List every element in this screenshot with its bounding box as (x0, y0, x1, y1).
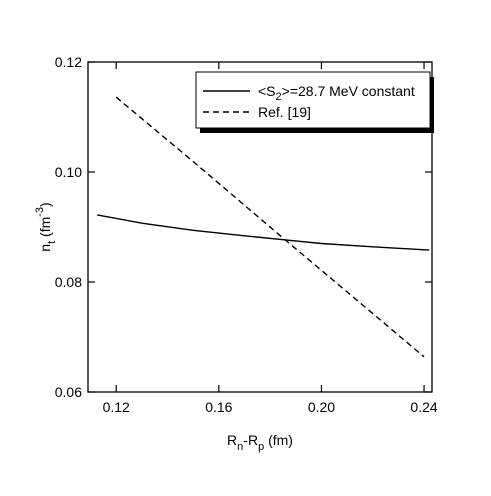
label-part: -R (243, 432, 258, 448)
x-tick-label: 0.16 (205, 399, 232, 415)
label-part: >=28.7 MeV constant (282, 83, 415, 99)
series-line (115, 96, 425, 358)
x-tick-label: 0.24 (410, 399, 437, 415)
y-axis-label: nt (fm-3) (34, 202, 58, 251)
label-part: (fm) (264, 432, 293, 448)
y-tick-label: 0.10 (55, 164, 82, 180)
label-part: (fm (37, 217, 53, 241)
x-tick-label: 0.12 (103, 399, 130, 415)
plot-frame (87, 61, 433, 393)
label-part: p (258, 441, 264, 453)
label-part: <S (258, 83, 276, 99)
label-part: Ref. [19] (258, 104, 311, 120)
label-part: n (237, 441, 243, 453)
y-tick-label: 0.12 (55, 54, 82, 70)
series-line (97, 214, 430, 251)
x-axis-label: Rn-Rp (fm) (227, 432, 293, 453)
y-tick-label: 0.08 (55, 274, 82, 290)
label-part: n (37, 244, 53, 252)
legend-label: Ref. [19] (258, 104, 311, 120)
legend-label: <S2>=28.7 MeV constant (258, 83, 415, 103)
label-part: 2 (276, 91, 282, 103)
label-part: R (227, 432, 237, 448)
label-part: t (46, 241, 58, 244)
label-part: ) (37, 202, 53, 207)
y-tick-label: 0.06 (55, 384, 82, 400)
label-part: -3 (34, 207, 46, 217)
x-tick-label: 0.20 (308, 399, 335, 415)
legend-box (195, 71, 431, 129)
